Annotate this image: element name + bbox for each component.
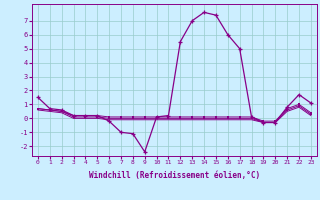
X-axis label: Windchill (Refroidissement éolien,°C): Windchill (Refroidissement éolien,°C) (89, 171, 260, 180)
